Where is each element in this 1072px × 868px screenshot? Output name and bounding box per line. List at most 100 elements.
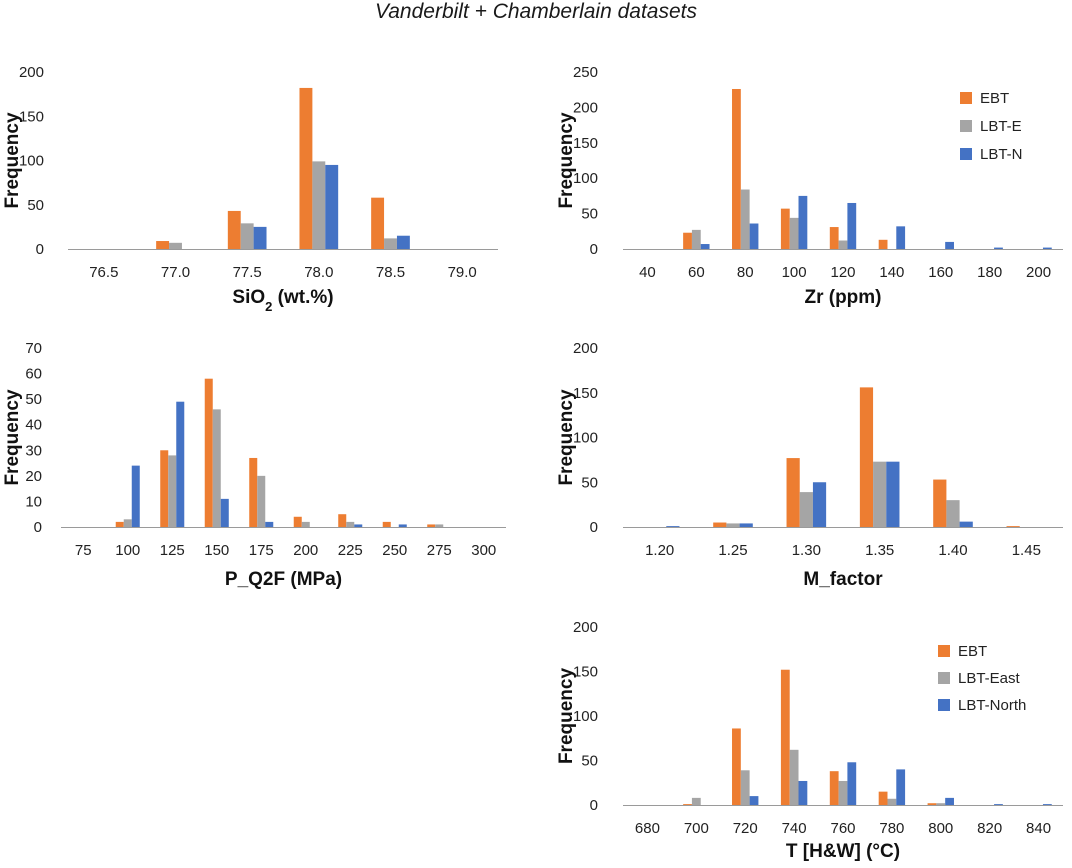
x-tick-label: 1.25 xyxy=(718,542,747,559)
chart-sio2: 0 50 100 150 200 76.5 77.0 77.5 78.0 78.5 79.0 Freq… xyxy=(2,64,498,314)
x-tick-label: 200 xyxy=(1026,264,1051,281)
legend-thw: EBT LBT-East LBT-North xyxy=(938,643,1026,714)
bar-ebt-100 xyxy=(780,208,790,249)
bar-lbt-n-225 xyxy=(354,524,363,527)
x-tick-label: 275 xyxy=(427,542,452,559)
bar-ebt-200 xyxy=(293,516,302,527)
bar-lbt-e-1.30 xyxy=(799,492,813,527)
bar-lbt-e-77.5 xyxy=(240,223,254,249)
x-tick-label: 200 xyxy=(293,542,318,559)
bar-lbt-e-150 xyxy=(212,409,221,527)
x-tick-label: 180 xyxy=(977,264,1002,281)
legend-swatch xyxy=(938,699,950,711)
bar-lbt-e-77.0 xyxy=(169,242,182,249)
bar-ebt-780 xyxy=(878,791,888,805)
bar-lbt-n-1.25 xyxy=(739,523,753,527)
x-tick-label: 740 xyxy=(782,820,807,837)
bar-ebt-740 xyxy=(780,669,790,805)
x-tick-label: 780 xyxy=(879,820,904,837)
y-tick-label: 100 xyxy=(19,153,44,170)
bar-lbt-n-1.20 xyxy=(666,526,680,527)
bar-ebt-250 xyxy=(382,521,391,527)
y-tick-label: 0 xyxy=(34,519,42,536)
bar-lbt-n-150 xyxy=(220,498,229,527)
legend-swatch xyxy=(960,148,972,160)
bar-lbt-n-1.40 xyxy=(959,521,973,527)
x-tick-label: 60 xyxy=(688,264,705,281)
x-tick-label: 1.30 xyxy=(792,542,821,559)
y-tick-label: 200 xyxy=(573,99,598,116)
x-tick-label: 100 xyxy=(115,542,140,559)
bar-lbt-n-77.5 xyxy=(253,226,267,250)
bar-ebt-1.45 xyxy=(1006,526,1020,527)
x-tick-label: 125 xyxy=(160,542,185,559)
bar-lbt-n-250 xyxy=(398,524,407,527)
x-tick-label: 100 xyxy=(782,264,807,281)
legend-label: LBT-East xyxy=(958,670,1021,687)
y-tick-label: 0 xyxy=(590,241,598,258)
bar-lbt-east-760 xyxy=(838,780,848,805)
bar-ebt-150 xyxy=(204,378,213,527)
x-tick-label: 76.5 xyxy=(89,264,118,281)
y-tick-label: 50 xyxy=(25,391,42,408)
bar-lbt-e-125 xyxy=(168,455,177,527)
x-tick-label: 250 xyxy=(382,542,407,559)
bar-lbt-e-1.35 xyxy=(873,461,887,527)
x-tick-label: 140 xyxy=(879,264,904,281)
bar-lbt-n-200 xyxy=(1042,247,1052,249)
bar-lbt-n-78.5 xyxy=(396,235,410,249)
bar-lbt-north-800 xyxy=(945,797,954,805)
bar-ebt-225 xyxy=(338,514,347,527)
bar-ebt-125 xyxy=(160,450,169,527)
y-tick-label: 0 xyxy=(36,241,44,258)
x-axis-label: M_factor xyxy=(803,569,883,590)
y-tick-label: 70 xyxy=(25,340,42,357)
bar-ebt-78.5 xyxy=(371,197,385,249)
bar-ebt-700 xyxy=(683,804,692,805)
x-tick-label: 840 xyxy=(1026,820,1051,837)
bar-ebt-1.25 xyxy=(713,522,727,527)
legend-swatch xyxy=(960,120,972,132)
y-tick-label: 100 xyxy=(573,708,598,725)
bar-ebt-77.0 xyxy=(156,241,170,249)
legend-label: LBT-N xyxy=(980,146,1023,163)
y-axis-label: Frequency xyxy=(2,112,23,209)
y-tick-label: 250 xyxy=(573,64,598,81)
bar-ebt-1.35 xyxy=(859,387,874,527)
x-tick-label: 760 xyxy=(830,820,855,837)
bar-ebt-80 xyxy=(732,88,741,250)
bar-ebt-77.5 xyxy=(227,210,241,249)
x-tick-label: 700 xyxy=(684,820,709,837)
x-tick-label: 160 xyxy=(928,264,953,281)
bar-lbt-n-120 xyxy=(847,202,857,249)
bar-lbt-n-175 xyxy=(265,521,274,527)
y-tick-label: 100 xyxy=(573,430,598,447)
bar-ebt-60 xyxy=(683,232,692,249)
bar-lbt-e-275 xyxy=(435,524,444,527)
bar-ebt-78.0 xyxy=(299,87,313,250)
y-axis-label: Frequency xyxy=(556,668,577,765)
x-tick-label: 300 xyxy=(471,542,496,559)
x-tick-label: 820 xyxy=(977,820,1002,837)
x-tick-label: 75 xyxy=(75,542,92,559)
y-tick-label: 10 xyxy=(25,493,42,510)
y-tick-label: 150 xyxy=(573,135,598,152)
y-axis-label: Frequency xyxy=(2,389,23,486)
y-tick-label: 40 xyxy=(25,417,42,434)
bar-ebt-800 xyxy=(927,803,937,805)
y-tick-label: 150 xyxy=(573,664,598,681)
y-tick-label: 150 xyxy=(573,385,598,402)
x-tick-label: 80 xyxy=(737,264,754,281)
x-tick-label: 77.5 xyxy=(233,264,262,281)
bar-lbt-n-60 xyxy=(700,244,710,249)
bar-lbt-e-100 xyxy=(789,217,799,249)
legend-label: LBT-North xyxy=(958,697,1026,714)
x-tick-label: 720 xyxy=(733,820,758,837)
y-tick-label: 50 xyxy=(581,474,598,491)
bar-lbt-east-740 xyxy=(789,749,799,805)
bar-ebt-760 xyxy=(829,771,839,805)
x-tick-label: 800 xyxy=(928,820,953,837)
x-tick-label: 680 xyxy=(635,820,660,837)
